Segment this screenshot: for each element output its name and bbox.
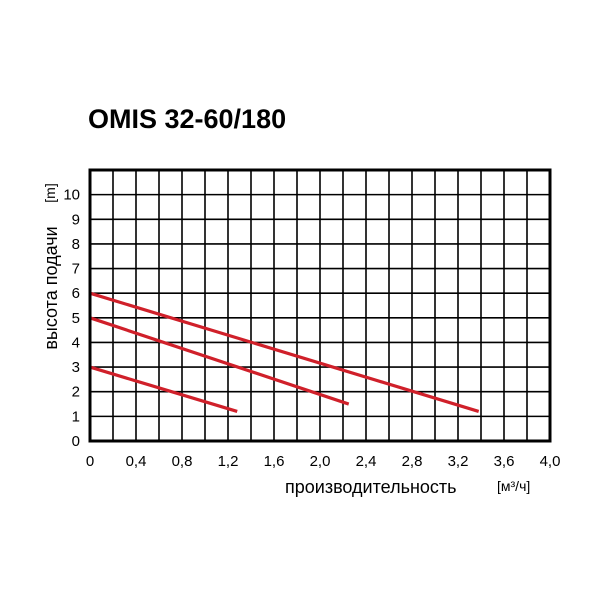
x-tick-label: 0 [86, 453, 94, 470]
y-tick-label: 10 [63, 187, 80, 204]
x-tick-label: 2,8 [402, 453, 423, 470]
series-line-3 [89, 365, 238, 413]
y-tick-label: 9 [72, 211, 80, 228]
x-tick-label: 1,6 [264, 453, 285, 470]
x-tick-label: 4,0 [540, 453, 561, 470]
y-tick-label: 0 [72, 433, 80, 450]
plot-frame [88, 168, 552, 443]
y-tick-label: 5 [72, 310, 80, 327]
y-tick-label: 6 [72, 285, 80, 302]
y-tick-label: 4 [72, 334, 80, 351]
y-tick-label: 2 [72, 384, 80, 401]
y-tick-label: 1 [72, 408, 80, 425]
series-line-2 [89, 316, 350, 406]
x-tick-label: 0,4 [126, 453, 147, 470]
y-tick-label: 7 [72, 261, 80, 278]
y-axis-label: высота подачи [41, 226, 61, 349]
x-tick-label: 1,2 [218, 453, 239, 470]
x-axis-label: производительность [285, 477, 457, 497]
y-tick-label: 3 [72, 359, 80, 376]
x-tick-label: 2,0 [310, 453, 331, 470]
x-tick-labels: 0 0,4 0,8 1,2 1,6 2,0 2,4 2,8 3,2 3,6 4,0 [86, 453, 561, 470]
y-tick-label: 8 [72, 236, 80, 253]
y-axis-unit: [m] [42, 183, 58, 202]
x-tick-label: 3,2 [448, 453, 469, 470]
chart-title: OMIS 32-60/180 [88, 104, 287, 134]
y-tick-labels: 0 1 2 3 4 5 6 7 8 9 10 [63, 187, 80, 450]
x-tick-label: 0,8 [172, 453, 193, 470]
x-axis-unit: [м³/ч] [497, 478, 530, 494]
series-lines [89, 291, 480, 413]
x-tick-label: 2,4 [356, 453, 377, 470]
x-tick-label: 3,6 [494, 453, 515, 470]
grid [89, 169, 551, 442]
series-line-1 [89, 291, 480, 413]
